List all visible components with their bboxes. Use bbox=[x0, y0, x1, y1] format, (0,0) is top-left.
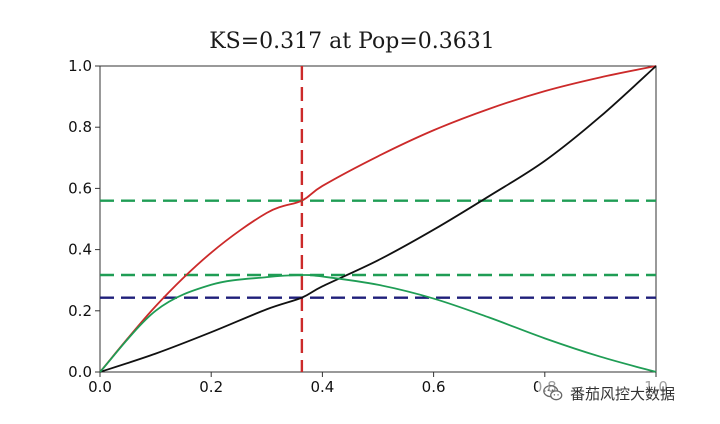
y-tick-label: 1.0 bbox=[68, 57, 92, 75]
y-tick-label: 0.8 bbox=[68, 118, 92, 136]
watermark-text: 番茄风控大数据 bbox=[570, 384, 676, 403]
series-line-1 bbox=[99, 65, 657, 373]
series-line-2 bbox=[99, 274, 657, 373]
y-tick-label: 0.2 bbox=[68, 302, 92, 320]
chart-title: KS=0.317 at Pop=0.3631 bbox=[209, 29, 495, 54]
wechat-logo-icon bbox=[543, 385, 563, 401]
y-tick-label: 0.6 bbox=[68, 179, 92, 197]
x-tick-label: 0.2 bbox=[199, 378, 223, 396]
x-tick-label: 0.6 bbox=[422, 378, 446, 396]
x-tick-label: 0.0 bbox=[88, 378, 112, 396]
y-tick-label: 0.0 bbox=[68, 363, 92, 381]
watermark: 番茄风控大数据 bbox=[538, 381, 680, 405]
plot-frame bbox=[99, 65, 657, 373]
x-tick-label: 0.4 bbox=[310, 378, 334, 396]
y-tick-label: 0.4 bbox=[68, 241, 92, 259]
series-line-0 bbox=[99, 65, 657, 373]
